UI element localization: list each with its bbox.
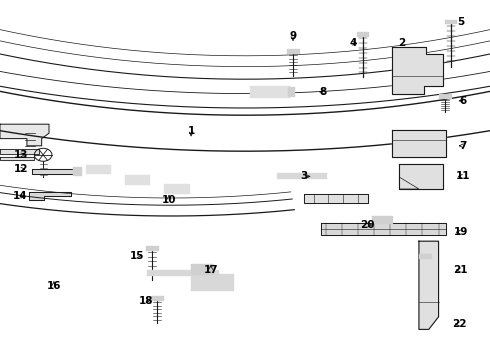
Polygon shape xyxy=(250,86,289,97)
Polygon shape xyxy=(29,192,71,200)
Text: 21: 21 xyxy=(453,265,468,275)
Polygon shape xyxy=(399,177,419,189)
Text: 16: 16 xyxy=(47,281,61,291)
Text: 1: 1 xyxy=(188,126,195,136)
Polygon shape xyxy=(32,169,76,174)
Polygon shape xyxy=(304,194,368,203)
Polygon shape xyxy=(439,94,451,98)
Text: 6: 6 xyxy=(460,96,466,106)
Polygon shape xyxy=(392,130,446,157)
Text: 2: 2 xyxy=(398,38,405,48)
Polygon shape xyxy=(288,87,294,96)
Polygon shape xyxy=(147,270,218,275)
Text: 14: 14 xyxy=(13,191,28,201)
Polygon shape xyxy=(372,216,392,223)
Polygon shape xyxy=(392,47,443,94)
Text: 5: 5 xyxy=(457,17,464,27)
Text: 8: 8 xyxy=(320,87,327,97)
Polygon shape xyxy=(399,164,443,189)
Text: 4: 4 xyxy=(349,38,357,48)
Polygon shape xyxy=(277,173,326,178)
Polygon shape xyxy=(164,184,189,193)
Polygon shape xyxy=(125,175,149,184)
Polygon shape xyxy=(321,223,446,235)
Polygon shape xyxy=(191,274,233,290)
Polygon shape xyxy=(146,246,158,250)
Text: 15: 15 xyxy=(130,251,145,261)
Polygon shape xyxy=(86,165,110,173)
Text: 10: 10 xyxy=(162,195,176,205)
Polygon shape xyxy=(0,124,49,146)
Text: 3: 3 xyxy=(300,171,307,181)
Polygon shape xyxy=(0,157,34,160)
Text: 22: 22 xyxy=(452,319,467,329)
Text: 19: 19 xyxy=(453,227,468,237)
Text: 11: 11 xyxy=(456,171,470,181)
Polygon shape xyxy=(445,20,456,23)
Polygon shape xyxy=(419,241,439,329)
Polygon shape xyxy=(151,296,163,300)
Polygon shape xyxy=(0,149,39,154)
Polygon shape xyxy=(287,49,299,53)
Polygon shape xyxy=(73,167,81,175)
Text: 17: 17 xyxy=(203,265,218,275)
Text: 7: 7 xyxy=(459,141,467,151)
Text: 13: 13 xyxy=(13,150,28,160)
Text: 12: 12 xyxy=(13,164,28,174)
Text: 20: 20 xyxy=(360,220,375,230)
Text: 9: 9 xyxy=(290,31,296,41)
Polygon shape xyxy=(419,254,431,258)
Text: 18: 18 xyxy=(139,296,153,306)
Polygon shape xyxy=(191,264,213,274)
Polygon shape xyxy=(357,32,368,36)
